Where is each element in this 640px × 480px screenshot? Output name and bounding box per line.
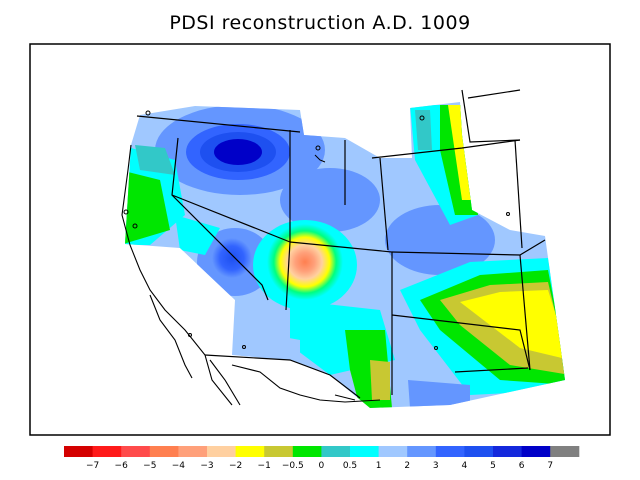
pdsi-field [125, 102, 565, 408]
legend-label: −1 [258, 461, 271, 471]
legend-label: 1 [376, 461, 382, 471]
legend-swatch [464, 446, 494, 457]
legend-label: 0.5 [343, 461, 357, 471]
legend-swatch [321, 446, 351, 457]
legend-swatch [435, 446, 465, 457]
legend-swatch [178, 446, 208, 457]
legend-label: −7 [86, 461, 99, 471]
legend-label: 6 [519, 461, 525, 471]
legend-swatch [521, 446, 551, 457]
legend-swatch [407, 446, 437, 457]
legend-swatch [350, 446, 380, 457]
legend-label: 5 [490, 461, 496, 471]
legend-label: 0 [319, 461, 325, 471]
legend-swatch [64, 446, 94, 457]
legend-label: 4 [462, 461, 468, 471]
legend-swatch [121, 446, 151, 457]
legend-swatch [550, 446, 580, 457]
map-title: PDSI reconstruction A.D. 1009 [169, 12, 471, 34]
boundary-lines [136, 89, 546, 399]
legend-label: 7 [547, 461, 553, 471]
legend-swatch [92, 446, 122, 457]
legend-swatch [207, 446, 237, 457]
legend-label: −2 [229, 461, 242, 471]
legend-label: −4 [172, 461, 186, 471]
legend-label: −0.5 [282, 461, 304, 471]
legend-label: −6 [115, 461, 129, 471]
legend-swatch [264, 446, 294, 457]
legend-swatch [149, 446, 179, 457]
legend-swatch [292, 446, 322, 457]
legend-swatch [235, 446, 265, 457]
legend-label: 2 [404, 461, 410, 471]
lakes-islands [123, 110, 510, 350]
legend-label: 3 [433, 461, 439, 471]
legend-label: −3 [200, 461, 213, 471]
legend-swatch [493, 446, 523, 457]
legend-label: −5 [143, 461, 156, 471]
legend-swatch [378, 446, 408, 457]
coastline [121, 144, 381, 406]
